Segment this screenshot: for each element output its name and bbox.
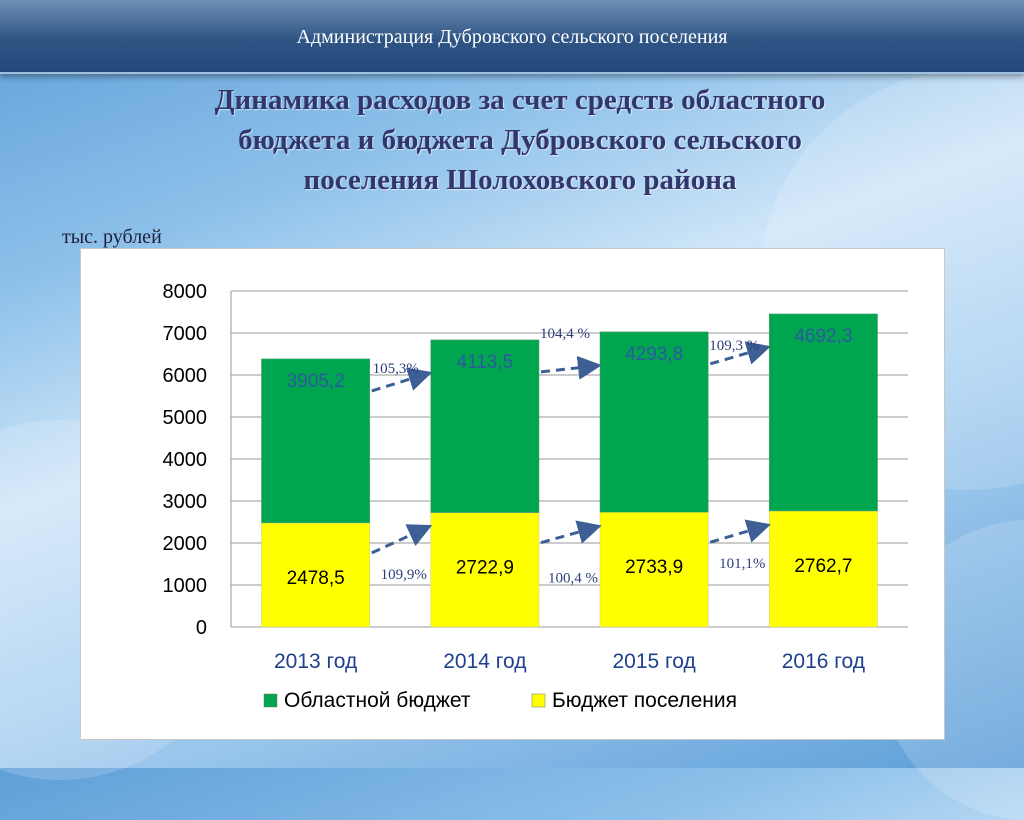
y-tick-label: 0 [196,617,207,639]
growth-label-oblast: 104,4 % [540,326,590,342]
title-line-3: поселения Шолоховского района [303,164,737,196]
page-title: Динамика расходов за счет средств област… [130,80,910,200]
legend-swatch [531,693,546,708]
bar-settlement [599,511,709,628]
data-label-oblast: 4692,3 [794,326,852,347]
x-tick-label: 2013 год [274,650,357,673]
x-tick-label: 2016 год [782,650,865,673]
bar-settlement [768,510,878,628]
y-tick-label: 2000 [163,533,208,555]
bar-settlement [430,512,540,628]
growth-label-settlement: 109,9% [381,567,427,583]
growth-label-oblast: 105,3% [373,361,419,377]
data-label-settlement: 2478,5 [287,568,345,589]
bar-oblast [430,339,540,513]
header-title: Администрация Дубровского сельского посе… [296,26,728,48]
y-tick-label: 3000 [163,491,208,513]
title-line-2: бюджета и бюджета Дубровского сельского [238,124,802,156]
growth-arrow-settlement [371,524,433,555]
growth-arrow-oblast [371,367,433,393]
growth-arrow-settlement [709,519,771,544]
growth-arrow-oblast [709,341,771,366]
bar-oblast [261,358,371,524]
y-tick-label: 4000 [163,449,208,471]
legend-swatch [263,693,278,708]
growth-arrow-settlement [540,520,602,545]
data-label-oblast: 4293,8 [625,344,683,365]
x-tick-label: 2015 год [613,650,696,673]
y-tick-label: 5000 [163,407,208,429]
chart-panel: 0 1000 2000 3000 4000 5000 6000 7000 8000 3905,2 2… [80,248,945,740]
legend-label: Областной бюджет [284,689,471,712]
unit-label: тыс. рублей [62,226,162,248]
y-tick-label: 1000 [163,575,208,597]
bar-oblast [768,313,878,512]
data-label-oblast: 3905,2 [287,371,345,392]
stacked-bar-chart: 0 1000 2000 3000 4000 5000 6000 7000 8000 3905,2 2… [163,281,908,712]
growth-label-settlement: 100,4 % [548,571,598,587]
growth-label-settlement: 101,1% [719,556,765,572]
growth-arrow-oblast [540,355,602,380]
data-label-settlement: 2722,9 [456,558,514,579]
legend-label: Бюджет поселения [552,689,737,712]
data-label-oblast: 4113,5 [457,352,514,373]
data-label-settlement: 2733,9 [625,557,683,578]
y-tick-label: 8000 [163,281,208,303]
y-tick-label: 7000 [163,323,208,345]
data-label-settlement: 2762,7 [794,556,852,577]
y-tick-label: 6000 [163,365,208,387]
x-tick-label: 2014 год [443,650,526,673]
title-line-1: Динамика расходов за счет средств област… [214,84,826,116]
header-bar: Администрация Дубровского сельского посе… [0,0,1024,74]
growth-label-oblast: 109,3 % [709,338,759,354]
bar-oblast [599,331,709,513]
